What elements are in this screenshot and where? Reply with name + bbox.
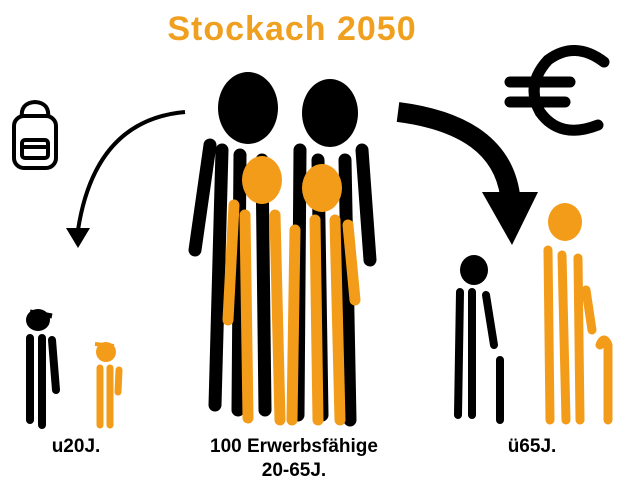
children-figures bbox=[26, 309, 123, 429]
euro-icon bbox=[504, 45, 610, 136]
sublabel-working-age: 20-65J. bbox=[262, 460, 326, 481]
label-working-age: 100 Erwerbsfähige bbox=[210, 436, 378, 457]
backpack-icon bbox=[12, 100, 58, 170]
arrow-right bbox=[396, 102, 538, 245]
arrow-left bbox=[66, 110, 186, 248]
label-under-20: u20J. bbox=[52, 436, 101, 457]
adult-figures bbox=[188, 72, 377, 427]
label-over-65: ü65J. bbox=[508, 436, 557, 457]
title: Stockach 2050 bbox=[167, 10, 416, 48]
elderly-figures bbox=[454, 203, 613, 425]
